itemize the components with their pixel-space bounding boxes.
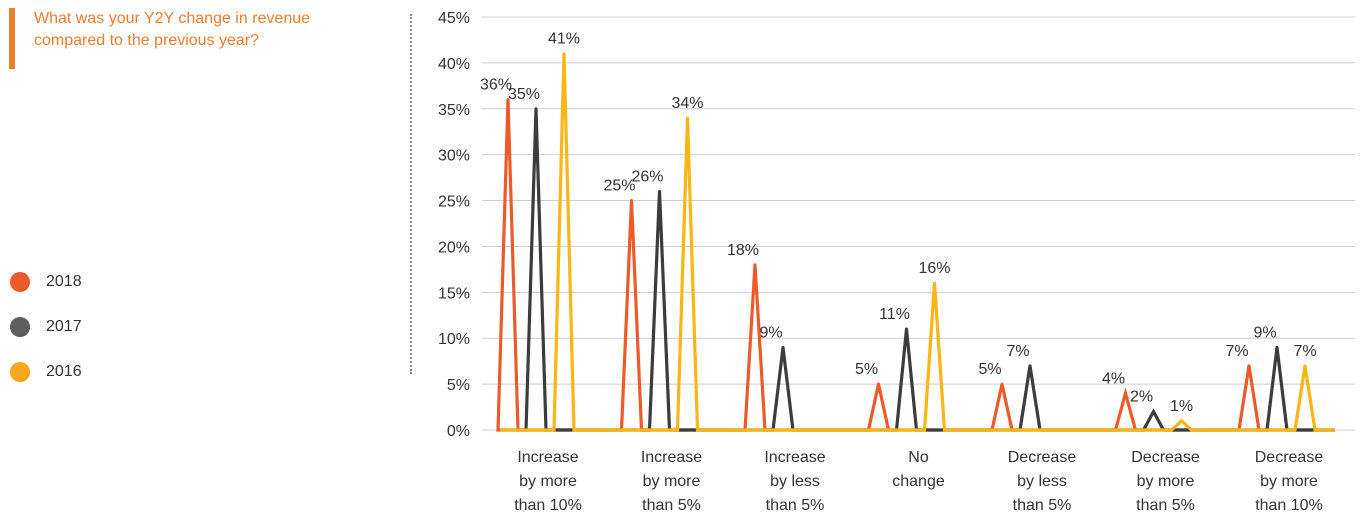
data-point-2018	[1248, 364, 1251, 367]
y-tick-label: 10%	[438, 331, 470, 348]
data-point-2018	[877, 383, 880, 386]
y-tick-label: 40%	[438, 56, 470, 73]
y-tick-label: 35%	[438, 102, 470, 119]
data-label-2017: 35%	[508, 86, 540, 103]
series-line-2018	[498, 100, 1335, 430]
category-label-line: Increase	[641, 449, 702, 466]
data-point-2016	[933, 282, 936, 285]
data-label-2016: 7%	[1293, 343, 1316, 360]
data-label-2017: 11%	[879, 306, 910, 323]
data-point-2017	[1276, 346, 1279, 349]
data-label-2018: 5%	[855, 361, 878, 378]
data-point-2018	[1001, 383, 1004, 386]
category-label-line: by less	[770, 473, 820, 490]
category-label-line: Increase	[764, 449, 825, 466]
category-label: Decrease by less than 5%	[1008, 449, 1077, 514]
y-tick-label: 0%	[447, 423, 470, 440]
data-point-2017	[1029, 364, 1032, 367]
data-point-2018	[1124, 392, 1127, 395]
y-tick-label: 45%	[438, 10, 470, 27]
data-label-2016: 41%	[548, 31, 580, 48]
category-label-line: by more	[1137, 473, 1195, 490]
data-label-2018: 5%	[978, 361, 1001, 378]
data-label-2016: 34%	[671, 95, 703, 112]
data-label-2016: 16%	[918, 260, 950, 277]
y-tick-label: 5%	[447, 377, 470, 394]
data-label-2017: 26%	[631, 168, 663, 185]
category-label-line: by more	[643, 473, 701, 490]
data-point-2017	[905, 328, 908, 331]
category-label-line: than 10%	[1255, 497, 1323, 514]
data-point-2016	[1180, 419, 1183, 422]
data-label-2017: 2%	[1130, 389, 1153, 406]
data-point-2016	[686, 116, 689, 119]
category-label-line: Decrease	[1255, 449, 1324, 466]
category-label: Increase by less than 5%	[764, 449, 825, 514]
category-label-line: Decrease	[1008, 449, 1077, 466]
category-label: Increase by more than 5%	[641, 449, 702, 514]
data-point-2017	[782, 346, 785, 349]
data-point-2017	[1152, 410, 1155, 413]
category-label: Decrease by more than 5%	[1131, 449, 1200, 514]
data-label-2018: 7%	[1225, 343, 1248, 360]
y-tick-label: 30%	[438, 148, 470, 165]
data-label-2016: 1%	[1170, 398, 1193, 415]
data-label-2018: 4%	[1102, 370, 1125, 387]
category-label: Decrease by more than 10%	[1255, 449, 1324, 514]
data-label-2018: 18%	[727, 242, 759, 259]
data-point-2016	[563, 52, 566, 55]
y-tick-label: 15%	[438, 285, 470, 302]
category-label-line: than 10%	[514, 497, 582, 514]
category-label-line: than 5%	[642, 497, 701, 514]
data-label-2017: 9%	[1253, 324, 1276, 341]
data-point-2018	[754, 263, 757, 266]
category-label-line: No	[908, 449, 929, 466]
data-label-2017: 7%	[1006, 343, 1029, 360]
data-point-2018	[630, 199, 633, 202]
data-point-2016	[1304, 364, 1307, 367]
category-label-line: Decrease	[1131, 449, 1200, 466]
category-label-line: than 5%	[1136, 497, 1195, 514]
category-label-line: by less	[1017, 473, 1067, 490]
data-label-2017: 9%	[759, 324, 782, 341]
category-label-line: by more	[519, 473, 577, 490]
category-label: Increase by more than 10%	[514, 449, 582, 514]
category-label: No change	[892, 449, 945, 490]
category-label-line: by more	[1260, 473, 1318, 490]
category-label-line: than 5%	[1013, 497, 1072, 514]
category-label-line: than 5%	[766, 497, 825, 514]
y-tick-label: 25%	[438, 194, 470, 211]
y-tick-label: 20%	[438, 239, 470, 256]
category-label-line: change	[892, 473, 945, 490]
data-point-2017	[535, 107, 538, 110]
data-point-2017	[658, 190, 661, 193]
category-label-line: Increase	[517, 449, 578, 466]
